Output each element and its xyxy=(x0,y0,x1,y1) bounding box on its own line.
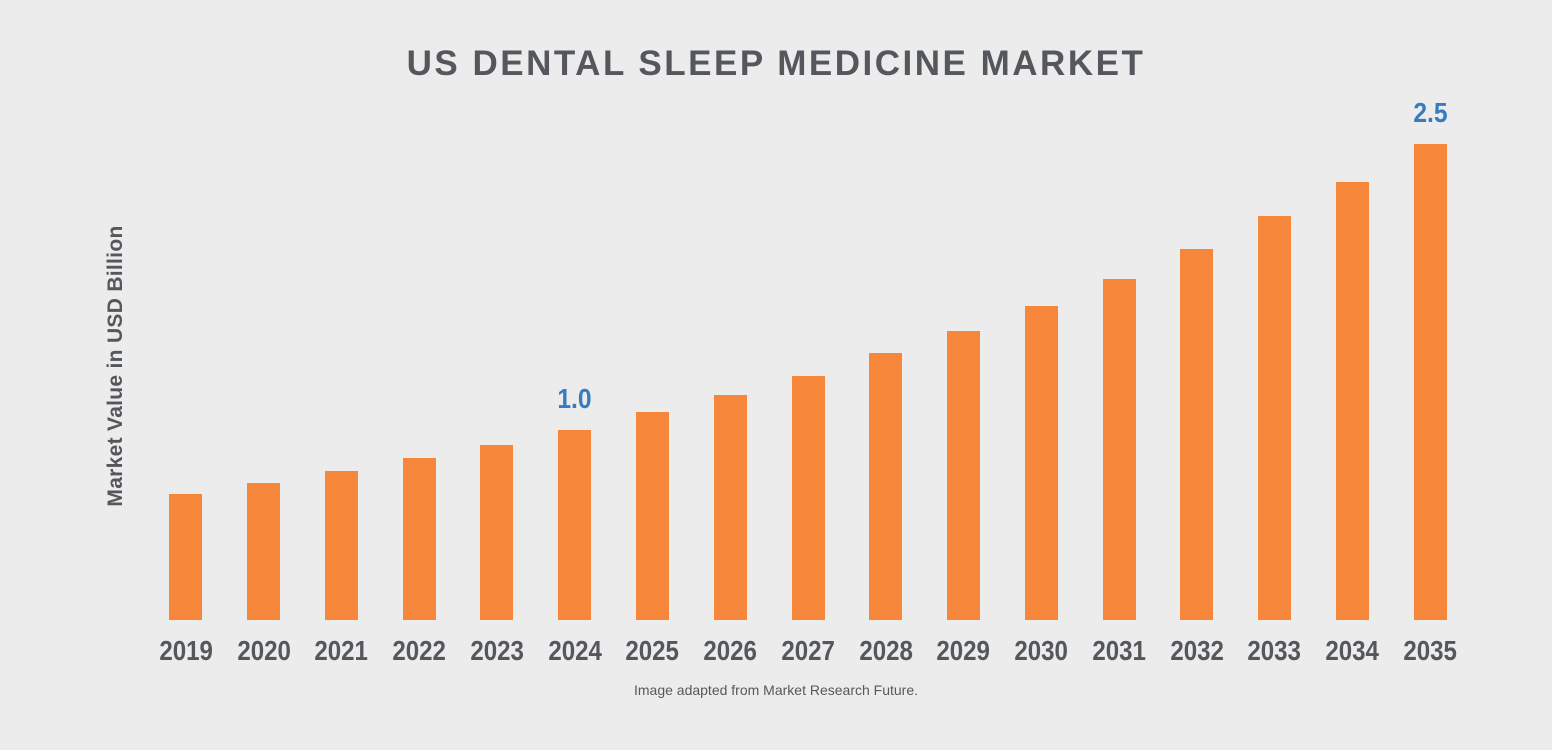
bar-2031 xyxy=(1102,279,1136,620)
bar-group-2032 xyxy=(1158,64,1236,620)
bar-2035 xyxy=(1413,144,1447,620)
x-tick-2030: 2030 xyxy=(1014,635,1069,666)
bar-group-2035: 2.5 xyxy=(1391,64,1469,620)
x-tick-2019: 2019 xyxy=(159,635,213,666)
y-axis-title: Market Value in USD Billion xyxy=(104,225,127,507)
bar-2030 xyxy=(1024,306,1058,620)
bar-2029 xyxy=(947,331,981,620)
bar-2022 xyxy=(402,458,436,620)
bar-group-2024: 1.0 xyxy=(536,64,614,620)
bar-group-2031 xyxy=(1080,64,1158,620)
bar-2025 xyxy=(635,412,669,620)
x-tick-2033: 2033 xyxy=(1247,635,1302,666)
x-tick-2021: 2021 xyxy=(314,635,369,666)
x-tick-2025: 2025 xyxy=(625,635,680,666)
x-tick-2027: 2027 xyxy=(781,635,835,666)
bar-2028 xyxy=(869,353,903,620)
bar-group-2030 xyxy=(1002,64,1080,620)
bar-2021 xyxy=(324,471,358,620)
chart-title: US DENTAL SLEEP MEDICINE MARKET xyxy=(406,44,1146,83)
x-tick-2024: 2024 xyxy=(547,635,602,666)
x-tick-2022: 2022 xyxy=(392,635,446,666)
data-label-2035: 2.5 xyxy=(1412,97,1448,128)
bar-group-2029 xyxy=(925,64,1003,620)
source-caption: Image adapted from Market Research Futur… xyxy=(633,682,919,698)
bar-2023 xyxy=(480,445,514,620)
x-tick-2035: 2035 xyxy=(1403,635,1457,666)
bar-2027 xyxy=(791,376,825,620)
bar-group-2027 xyxy=(769,64,847,620)
bar-2020 xyxy=(247,483,281,620)
x-tick-2026: 2026 xyxy=(703,635,758,666)
x-tick-2023: 2023 xyxy=(470,635,524,666)
bar-group-2021 xyxy=(303,64,381,620)
bar-group-2023 xyxy=(458,64,536,620)
data-label-2024: 1.0 xyxy=(557,383,592,414)
bar-2019 xyxy=(169,494,203,620)
bar-2032 xyxy=(1180,249,1214,620)
x-tick-2032: 2032 xyxy=(1170,635,1224,666)
bar-group-2025 xyxy=(614,64,692,620)
x-tick-2020: 2020 xyxy=(236,635,291,666)
bar-group-2034 xyxy=(1313,64,1391,620)
bar-2024 xyxy=(558,430,592,620)
x-tick-2031: 2031 xyxy=(1092,635,1146,666)
bar-2026 xyxy=(713,395,747,620)
x-tick-2028: 2028 xyxy=(858,635,913,666)
x-tick-2034: 2034 xyxy=(1325,635,1380,666)
bar-group-2026 xyxy=(691,64,769,620)
bar-group-2022 xyxy=(380,64,458,620)
x-axis-tick-labels: 2019 2020 2021 2022 2023 2024 2025 2026 2027 2028… xyxy=(147,636,1469,666)
bar-group-2028 xyxy=(847,64,925,620)
x-tick-2029: 2029 xyxy=(936,635,991,666)
bar-2033 xyxy=(1258,216,1292,620)
bar-group-2020 xyxy=(225,64,303,620)
bar-group-2019 xyxy=(147,64,225,620)
bar-group-2033 xyxy=(1236,64,1314,620)
plot-area: 1.0 2.5 xyxy=(147,64,1469,620)
bar-2034 xyxy=(1335,182,1369,620)
